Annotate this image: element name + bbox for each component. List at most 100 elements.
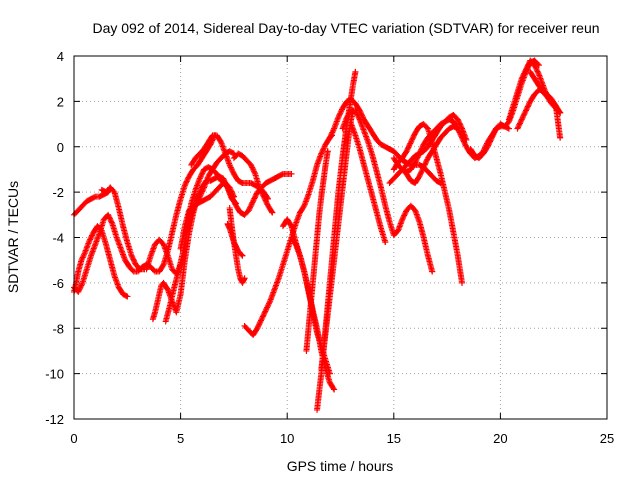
x-tick-label: 5 [177,431,184,446]
data-point [259,313,266,320]
data-point [263,198,270,205]
data-point [231,200,238,207]
data-point [525,102,532,109]
data-point [487,138,494,145]
data-point [199,188,206,195]
data-point [463,136,470,143]
data-point [406,141,413,148]
data-point [382,239,389,246]
data-point [227,164,234,171]
data-point [328,132,335,139]
data-point [263,200,270,207]
data-point [264,304,271,311]
data-point [352,107,359,114]
data-point [88,232,95,239]
data-point [259,314,266,321]
grid [74,56,607,419]
data-point [199,170,206,177]
data-point [408,137,415,144]
data-point [182,181,189,188]
series-trace [386,111,470,187]
x-tick-label: 10 [280,431,294,446]
data-point [259,191,266,198]
data-point [124,293,131,300]
data-point [453,125,460,132]
series-trace [339,107,436,275]
data-point [354,111,361,118]
data-point [337,110,344,117]
data-point [352,68,359,75]
plot-frame [73,55,608,420]
data-point [86,237,93,244]
data-point [353,108,360,115]
data-point [260,312,267,319]
x-tick-label: 0 [70,431,77,446]
data-point [183,179,190,186]
data-point [524,64,531,71]
data-point [324,148,331,155]
data-point [422,160,429,167]
data-point [336,111,343,118]
data-point [79,255,86,262]
data-point [226,184,233,191]
series-trace [318,107,357,373]
x-axis-label: GPS time / hours [287,458,394,474]
data-point [491,128,498,135]
data-point [412,159,419,166]
series-trace [326,96,444,187]
data-point [407,139,414,146]
data-point [250,198,257,205]
data-point [217,138,224,145]
data-point [249,199,256,206]
data-point [326,134,333,141]
data-point [485,141,492,148]
data-point [78,257,85,264]
data-point [355,113,362,120]
data-point [130,256,137,263]
series-trace [183,164,237,230]
data-point [198,171,205,178]
data-point [516,121,523,128]
data-points [71,57,564,413]
data-point [409,135,416,142]
data-point [519,115,526,122]
data-point [105,213,112,220]
data-point [78,281,85,288]
data-point [418,169,425,176]
data-point [517,119,524,126]
series-trace [241,132,335,339]
data-point [261,310,268,317]
data-point [106,214,113,221]
data-point [78,282,85,289]
data-point [300,203,307,210]
data-point [522,67,529,74]
data-point [459,279,466,286]
data-point [410,132,417,139]
data-point [531,62,538,69]
data-point [410,134,417,141]
data-point [199,169,206,176]
data-point [227,185,234,192]
series-trace [348,121,389,246]
data-point [85,239,92,246]
data-point [421,161,428,168]
data-point [249,164,256,171]
data-point [551,101,558,108]
data-point [514,125,521,132]
data-point [251,169,258,176]
data-point [522,108,529,115]
data-point [532,64,539,71]
data-point [515,123,522,130]
data-point [329,128,336,135]
data-point [255,322,262,329]
data-point [262,307,269,314]
series-trace [71,132,218,295]
data-point [330,126,337,133]
data-point [404,146,411,153]
data-point [521,70,528,77]
data-point [319,147,326,154]
series-trace [230,150,276,216]
data-point [521,110,528,117]
series-trace [98,184,148,273]
series-trace [390,121,466,286]
